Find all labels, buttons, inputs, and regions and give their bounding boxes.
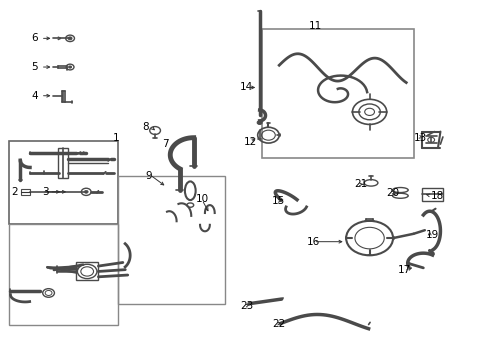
Text: 10: 10 <box>196 194 209 204</box>
Text: 13: 13 <box>414 133 427 143</box>
Text: 16: 16 <box>307 237 320 247</box>
Circle shape <box>69 66 72 68</box>
Circle shape <box>84 190 88 193</box>
Text: 8: 8 <box>143 122 149 132</box>
Circle shape <box>68 37 72 40</box>
Text: 14: 14 <box>240 82 253 93</box>
Text: 19: 19 <box>426 230 439 239</box>
Text: 1: 1 <box>113 133 120 143</box>
Text: 2: 2 <box>11 187 18 197</box>
Text: 17: 17 <box>398 265 411 275</box>
Text: 4: 4 <box>31 91 38 101</box>
Text: 20: 20 <box>387 188 400 198</box>
Bar <box>9 140 118 224</box>
Bar <box>21 189 30 195</box>
Text: 7: 7 <box>162 139 169 149</box>
Bar <box>58 148 68 178</box>
Text: 22: 22 <box>272 319 285 329</box>
Text: 3: 3 <box>42 187 49 197</box>
Text: 18: 18 <box>431 191 444 201</box>
Text: 23: 23 <box>240 301 253 311</box>
Bar <box>422 188 443 201</box>
Circle shape <box>257 121 262 125</box>
Text: 5: 5 <box>31 62 38 72</box>
Text: 15: 15 <box>271 196 285 206</box>
Text: 12: 12 <box>244 138 257 147</box>
Bar <box>262 30 414 158</box>
Bar <box>118 176 225 304</box>
Bar <box>76 262 98 280</box>
Text: 11: 11 <box>309 21 322 31</box>
Text: 6: 6 <box>31 33 38 43</box>
Bar <box>9 224 118 325</box>
Text: 9: 9 <box>146 171 152 181</box>
Text: 21: 21 <box>354 179 367 189</box>
